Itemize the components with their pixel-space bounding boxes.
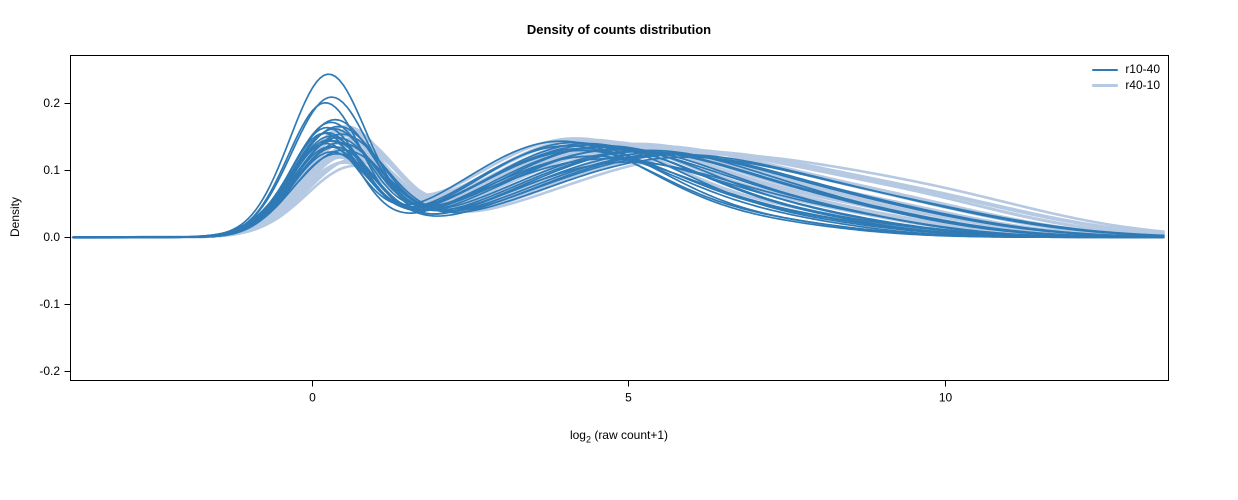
chart-title: Density of counts distribution: [526, 22, 712, 37]
legend-entry-r40-10: r40-10: [1092, 79, 1160, 92]
x-axis-label-post: (raw count+1): [590, 428, 669, 442]
legend: r10-40 r40-10: [1092, 63, 1160, 92]
x-axis-label-sub: 2: [585, 434, 591, 445]
legend-line-swatch: [1092, 84, 1119, 87]
legend-entry-r10-40: r10-40: [1092, 63, 1160, 76]
y-axis-label: Density: [8, 196, 22, 238]
legend-line-swatch: [1092, 68, 1119, 71]
legend-label: r10-40: [1125, 62, 1160, 76]
legend-label: r40-10: [1125, 78, 1160, 92]
x-axis-label-pre: log: [569, 428, 586, 442]
x-axis-label: log2 (raw count+1): [70, 428, 1168, 444]
